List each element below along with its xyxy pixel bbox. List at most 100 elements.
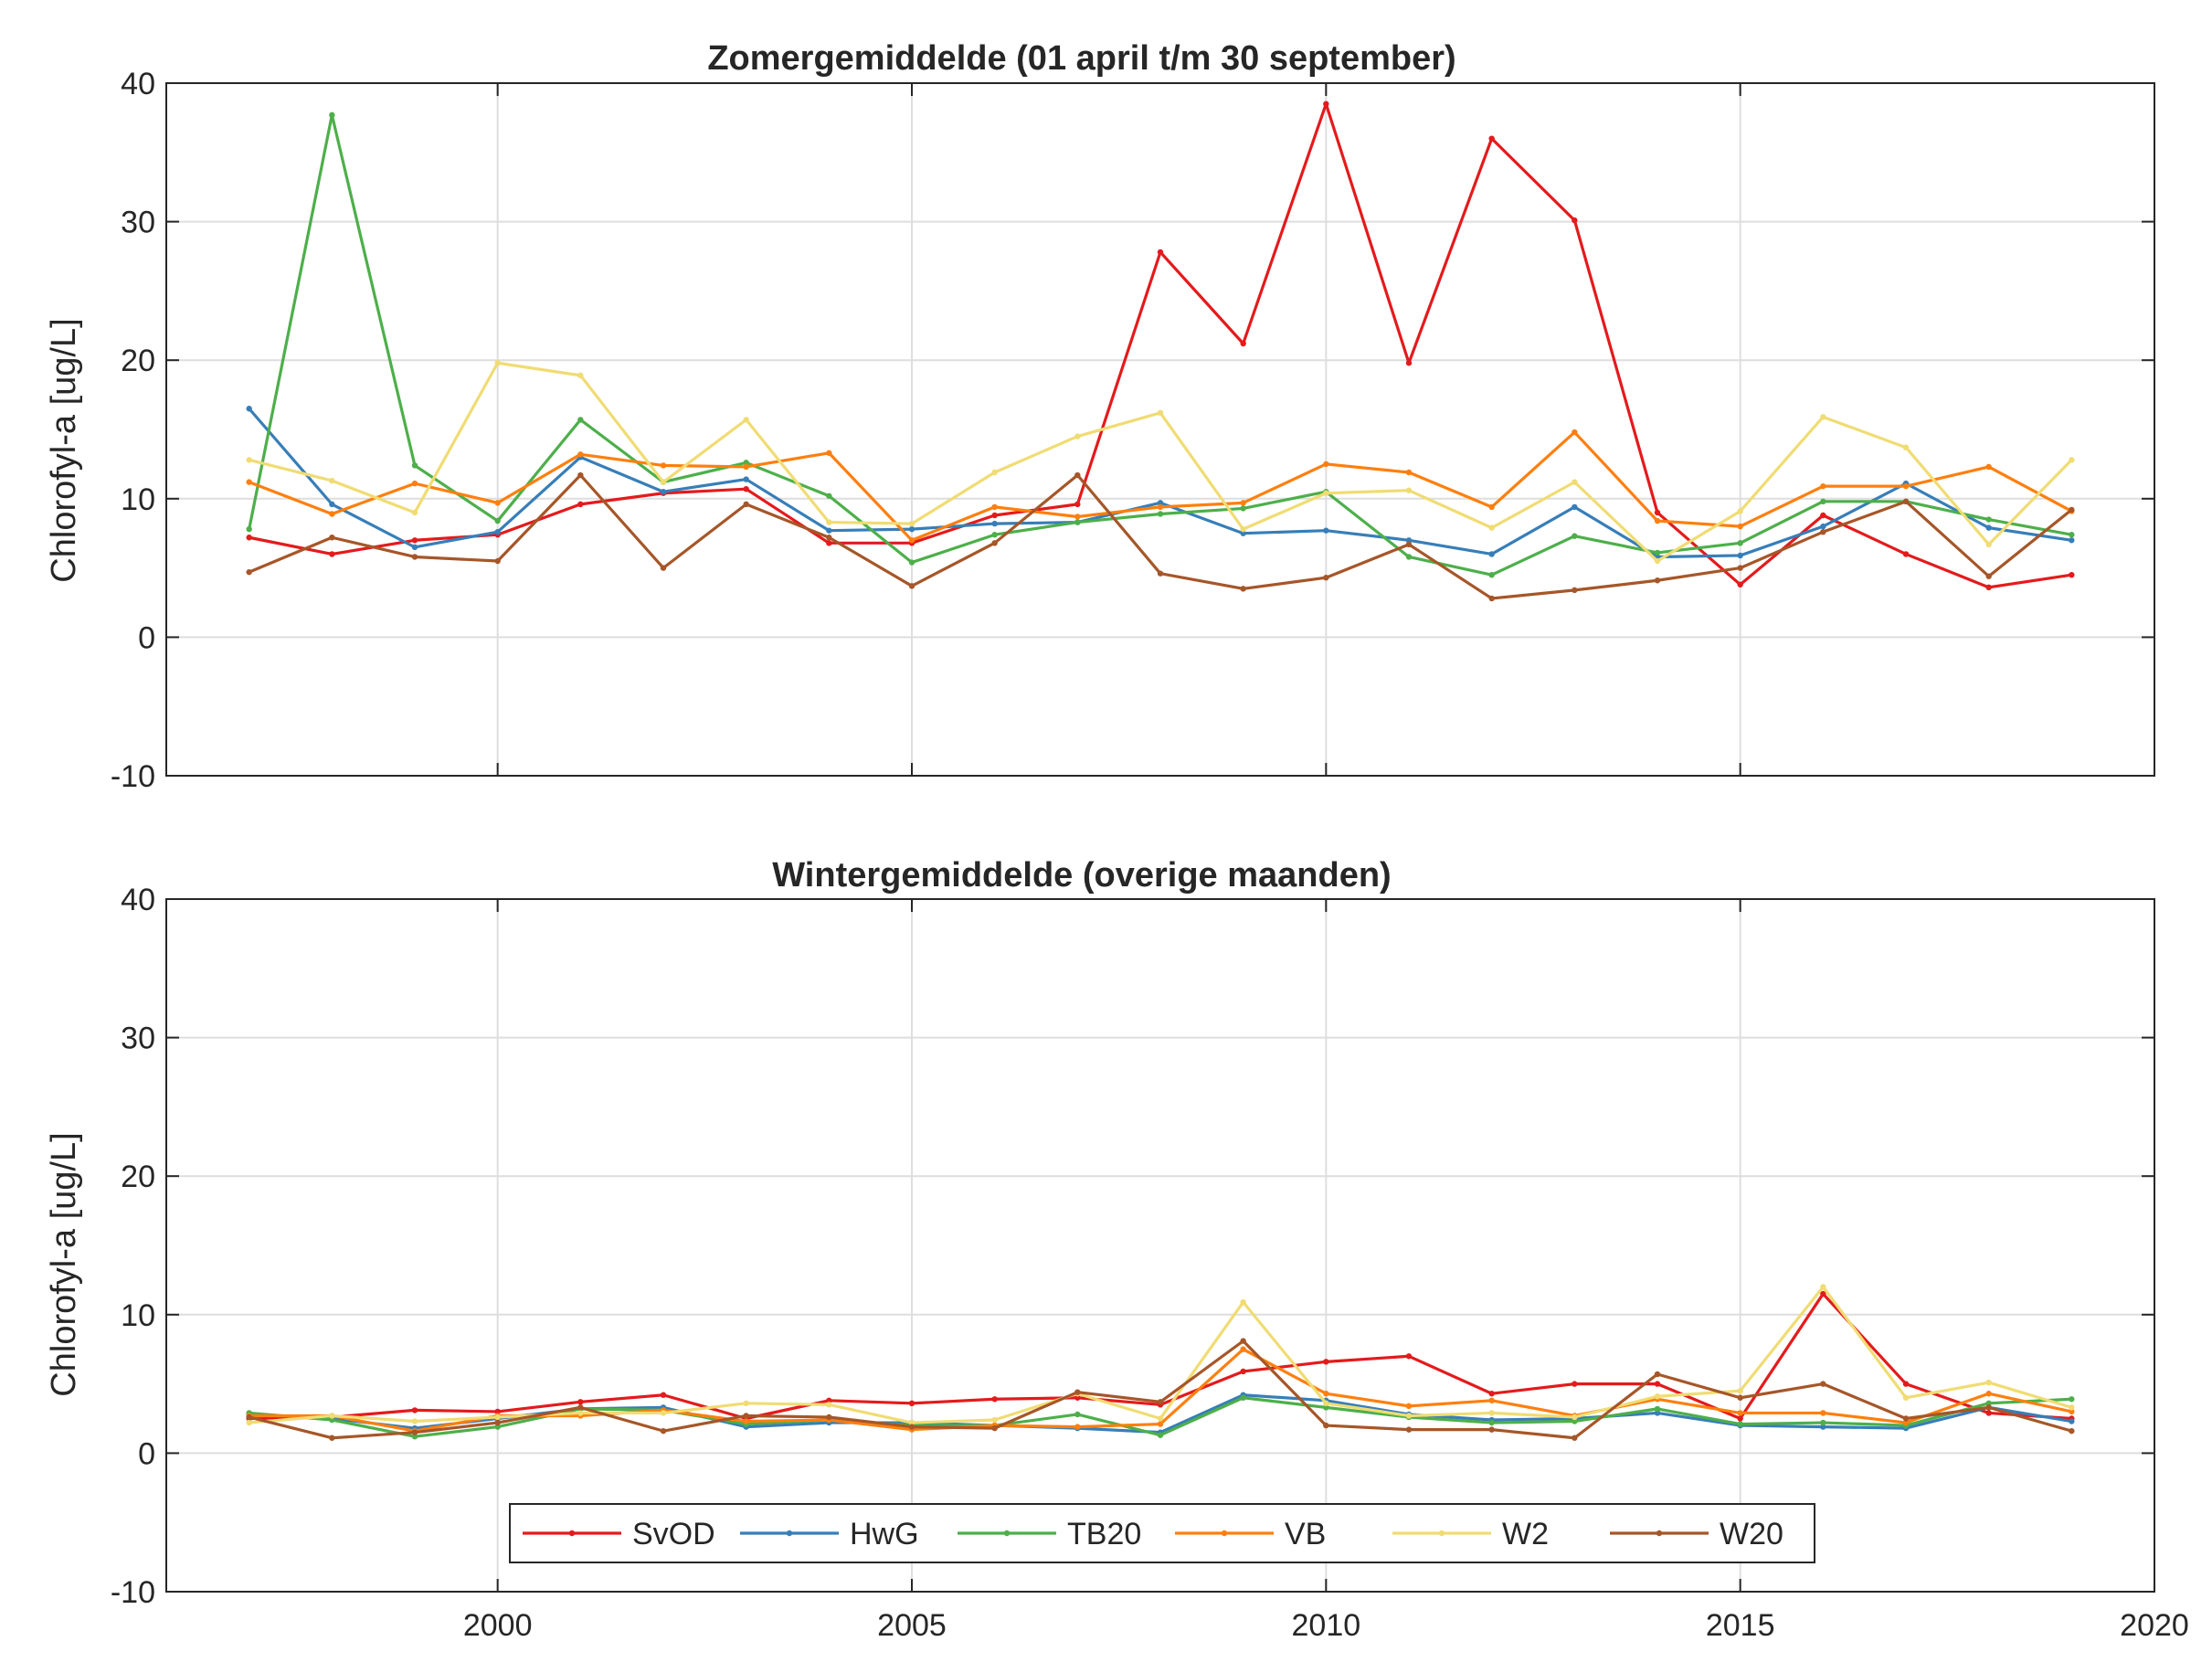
data-point-VB xyxy=(1323,1391,1329,1397)
y-tick-label: 0 xyxy=(138,620,155,655)
data-point-W2 xyxy=(1240,525,1246,533)
data-point-W20 xyxy=(2069,1427,2075,1435)
data-point-HwG xyxy=(1985,524,1992,531)
data-point-SvOD xyxy=(1902,551,1910,557)
data-point-W2 xyxy=(826,519,832,525)
legend-label-W2: W2 xyxy=(1502,1517,1549,1551)
data-point-HwG xyxy=(908,525,915,533)
data-point-TB20 xyxy=(1488,571,1495,578)
data-point-W20 xyxy=(991,1424,998,1432)
data-point-VB xyxy=(2069,1408,2075,1415)
data-point-VB xyxy=(329,511,335,517)
data-point-TB20 xyxy=(246,525,252,533)
data-point-TB20 xyxy=(743,460,749,466)
data-point-SvOD xyxy=(1157,249,1164,256)
data-point-TB20 xyxy=(1157,1432,1164,1438)
data-point-VB xyxy=(743,463,749,471)
data-point-VB xyxy=(1323,461,1329,468)
data-point-VB xyxy=(1488,503,1495,511)
legend-marker-VB xyxy=(1221,1530,1228,1537)
data-point-W20 xyxy=(1737,565,1743,571)
data-point-W2 xyxy=(1157,1415,1164,1422)
data-point-W2 xyxy=(660,1410,667,1416)
data-point-W20 xyxy=(1074,471,1081,479)
data-point-SvOD xyxy=(826,1397,832,1403)
data-point-W2 xyxy=(1902,444,1910,450)
data-point-W20 xyxy=(908,1424,915,1430)
data-point-W20 xyxy=(1323,1422,1329,1429)
data-point-W20 xyxy=(1654,1371,1661,1378)
data-point-W20 xyxy=(1902,1415,1910,1422)
data-point-HwG xyxy=(1654,1410,1661,1416)
y-tick-label: 20 xyxy=(121,344,155,378)
data-point-TB20 xyxy=(1488,1419,1495,1426)
data-point-W2 xyxy=(411,1418,418,1424)
data-point-W20 xyxy=(2069,506,2075,514)
legend-marker-TB20 xyxy=(1003,1530,1011,1537)
data-point-SvOD xyxy=(1737,1415,1743,1422)
data-point-W20 xyxy=(1737,1394,1743,1401)
data-point-W2 xyxy=(494,1414,501,1421)
y-tick-label: 40 xyxy=(121,67,155,101)
data-point-W2 xyxy=(246,457,252,463)
data-point-VB xyxy=(1240,1346,1246,1352)
data-point-VB xyxy=(1902,1419,1910,1426)
data-point-W20 xyxy=(1654,577,1661,584)
data-point-SvOD xyxy=(1572,1381,1578,1387)
data-point-VB xyxy=(1820,1410,1826,1416)
data-point-W2 xyxy=(2069,457,2075,463)
data-point-SvOD xyxy=(577,501,584,508)
data-point-VB xyxy=(411,480,418,487)
plot-area: -10 0 10 20 30 40 xyxy=(111,67,2155,794)
data-point-W2 xyxy=(1985,541,1992,548)
data-point-W20 xyxy=(411,1429,418,1435)
y-tick-label: 20 xyxy=(121,1159,155,1194)
data-point-SvOD xyxy=(1572,217,1578,224)
data-point-VB xyxy=(1157,503,1164,511)
data-point-SvOD xyxy=(1240,1368,1246,1375)
y-axis-label: Chlorofyl-a [ug/L] xyxy=(45,1132,83,1396)
data-point-TB20 xyxy=(1572,533,1578,539)
data-point-HwG xyxy=(1820,523,1826,530)
data-point-SvOD xyxy=(1074,501,1081,508)
data-point-TB20 xyxy=(411,1434,418,1440)
data-point-SvOD xyxy=(991,512,998,519)
data-point-SvOD xyxy=(1737,581,1743,588)
data-point-W2 xyxy=(577,372,584,379)
data-point-W2 xyxy=(1737,508,1743,514)
data-point-VB xyxy=(1737,1410,1743,1416)
data-point-W2 xyxy=(1737,1387,1743,1394)
data-point-W2 xyxy=(1074,433,1081,439)
data-point-W20 xyxy=(1902,498,1910,505)
x-tick-label: 2005 xyxy=(877,1608,947,1643)
data-point-VB xyxy=(1240,500,1246,506)
data-point-W20 xyxy=(908,583,915,589)
data-point-W20 xyxy=(1488,1426,1495,1433)
data-point-W20 xyxy=(329,1435,335,1441)
data-point-W2 xyxy=(743,417,749,423)
data-point-TB20 xyxy=(1074,519,1081,525)
data-point-VB xyxy=(1074,514,1081,520)
plot-background xyxy=(166,899,2154,1592)
axes-frame xyxy=(165,82,2155,777)
legend-label-W20: W20 xyxy=(1720,1517,1783,1551)
data-point-HwG xyxy=(1323,527,1329,534)
data-point-HwG xyxy=(826,527,832,534)
data-point-W20 xyxy=(660,565,667,571)
legend: SvOD HwG TB20 VB W2 W20 xyxy=(509,1503,1815,1563)
data-point-TB20 xyxy=(908,559,915,566)
data-point-W20 xyxy=(494,557,501,565)
data-point-VB xyxy=(826,450,832,456)
data-point-TB20 xyxy=(329,111,335,119)
data-point-VB xyxy=(1074,1424,1081,1430)
data-point-TB20 xyxy=(1572,1418,1578,1424)
data-point-VB xyxy=(1157,1421,1164,1427)
data-point-VB xyxy=(908,537,915,544)
data-point-VB xyxy=(577,451,584,458)
data-point-HwG xyxy=(1737,552,1743,559)
data-point-TB20 xyxy=(826,492,832,499)
data-point-HwG xyxy=(1240,530,1246,536)
data-point-W20 xyxy=(743,501,749,508)
data-point-HwG xyxy=(246,406,252,412)
data-point-W2 xyxy=(1488,1410,1495,1416)
